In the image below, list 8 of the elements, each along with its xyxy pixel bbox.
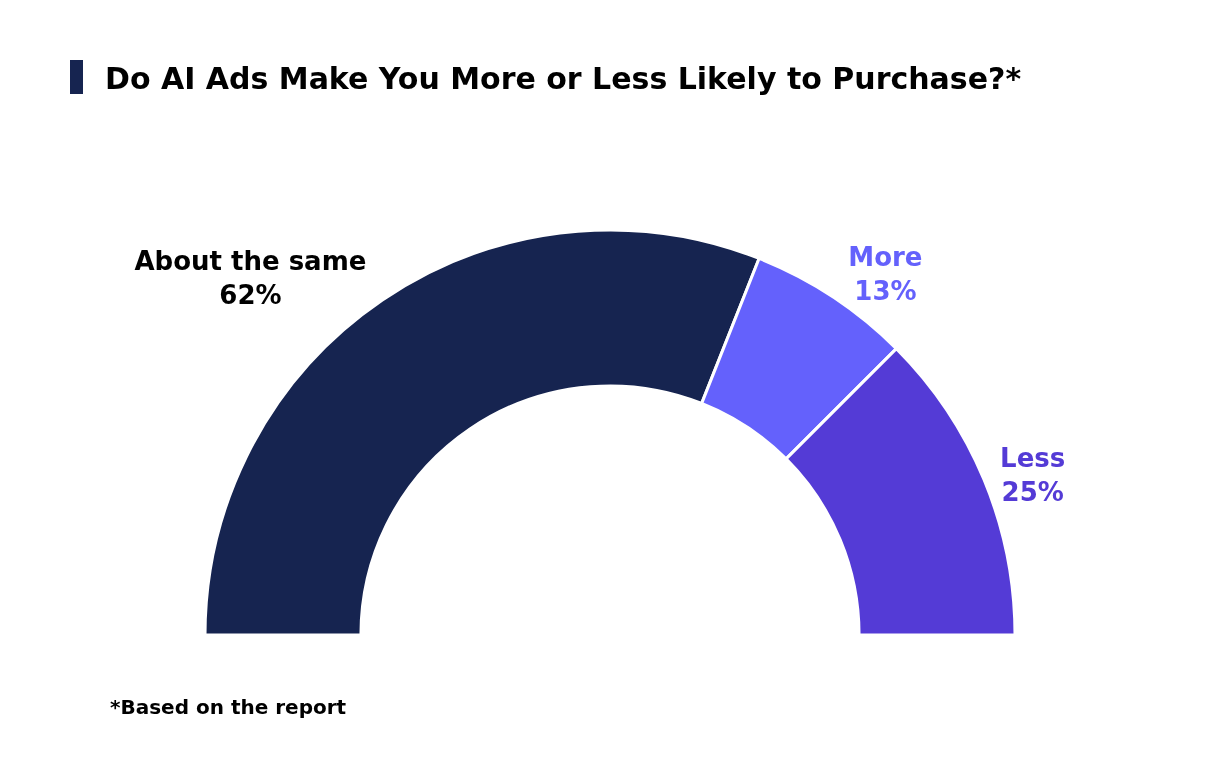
chart-title: Do AI Ads Make You More or Less Likely to Purchase?*: [105, 60, 1022, 96]
data-label: 62%: [219, 280, 282, 311]
data-label: 13%: [854, 276, 917, 307]
slice-label: More: [848, 242, 923, 273]
text: *Based on the report: [110, 695, 347, 719]
data-label: 25%: [1001, 477, 1064, 508]
slice-label: Less: [1000, 443, 1066, 474]
slice-label: About the same: [134, 246, 367, 277]
